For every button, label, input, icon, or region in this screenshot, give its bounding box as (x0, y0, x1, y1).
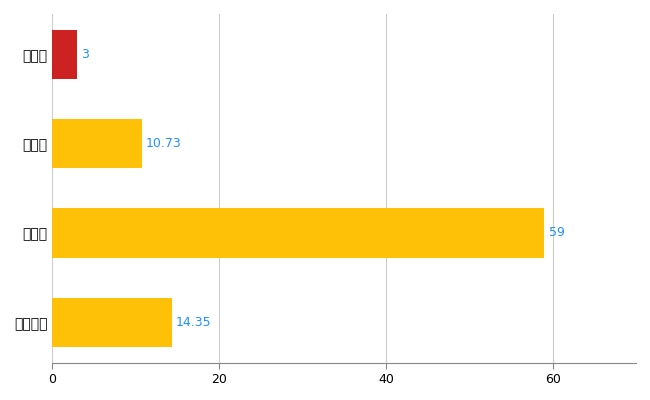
Text: 59: 59 (549, 226, 564, 240)
Text: 14.35: 14.35 (176, 316, 212, 329)
Text: 10.73: 10.73 (146, 137, 181, 150)
Bar (52, 298, 172, 347)
Text: 3: 3 (81, 48, 89, 61)
Bar (52, 30, 77, 79)
Bar (52, 208, 544, 258)
Bar (52, 119, 142, 168)
